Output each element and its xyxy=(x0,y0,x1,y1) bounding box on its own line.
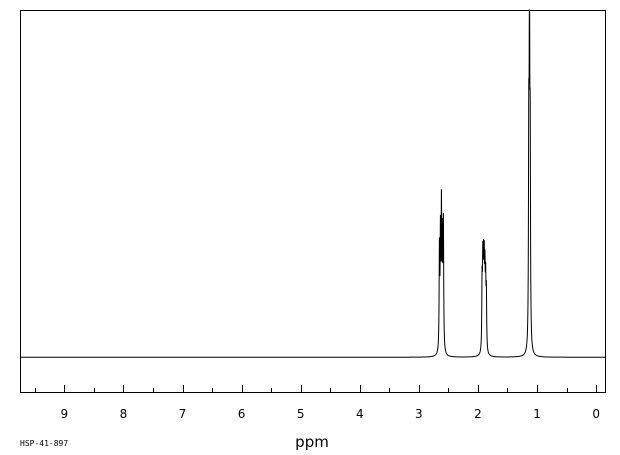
x-tick-label: 2 xyxy=(474,407,482,421)
spectrum-line xyxy=(20,9,605,358)
x-axis: 9 8 7 6 5 4 3 2 1 0 xyxy=(35,385,600,421)
x-tick-label: 6 xyxy=(238,407,246,421)
x-tick-label: 4 xyxy=(356,407,364,421)
x-tick-label: 1 xyxy=(533,407,541,421)
spectrum-code-label: HSP-41-897 xyxy=(20,439,68,448)
spectrum-series xyxy=(20,9,605,358)
x-tick-label: 7 xyxy=(179,407,187,421)
x-tick-label: 8 xyxy=(120,407,128,421)
x-tick-label: 0 xyxy=(592,407,600,421)
x-tick-label: 5 xyxy=(297,407,305,421)
x-axis-title: ppm xyxy=(295,433,329,451)
plot-frame xyxy=(20,10,606,393)
x-tick-label: 9 xyxy=(60,407,68,421)
x-tick-label: 3 xyxy=(415,407,423,421)
